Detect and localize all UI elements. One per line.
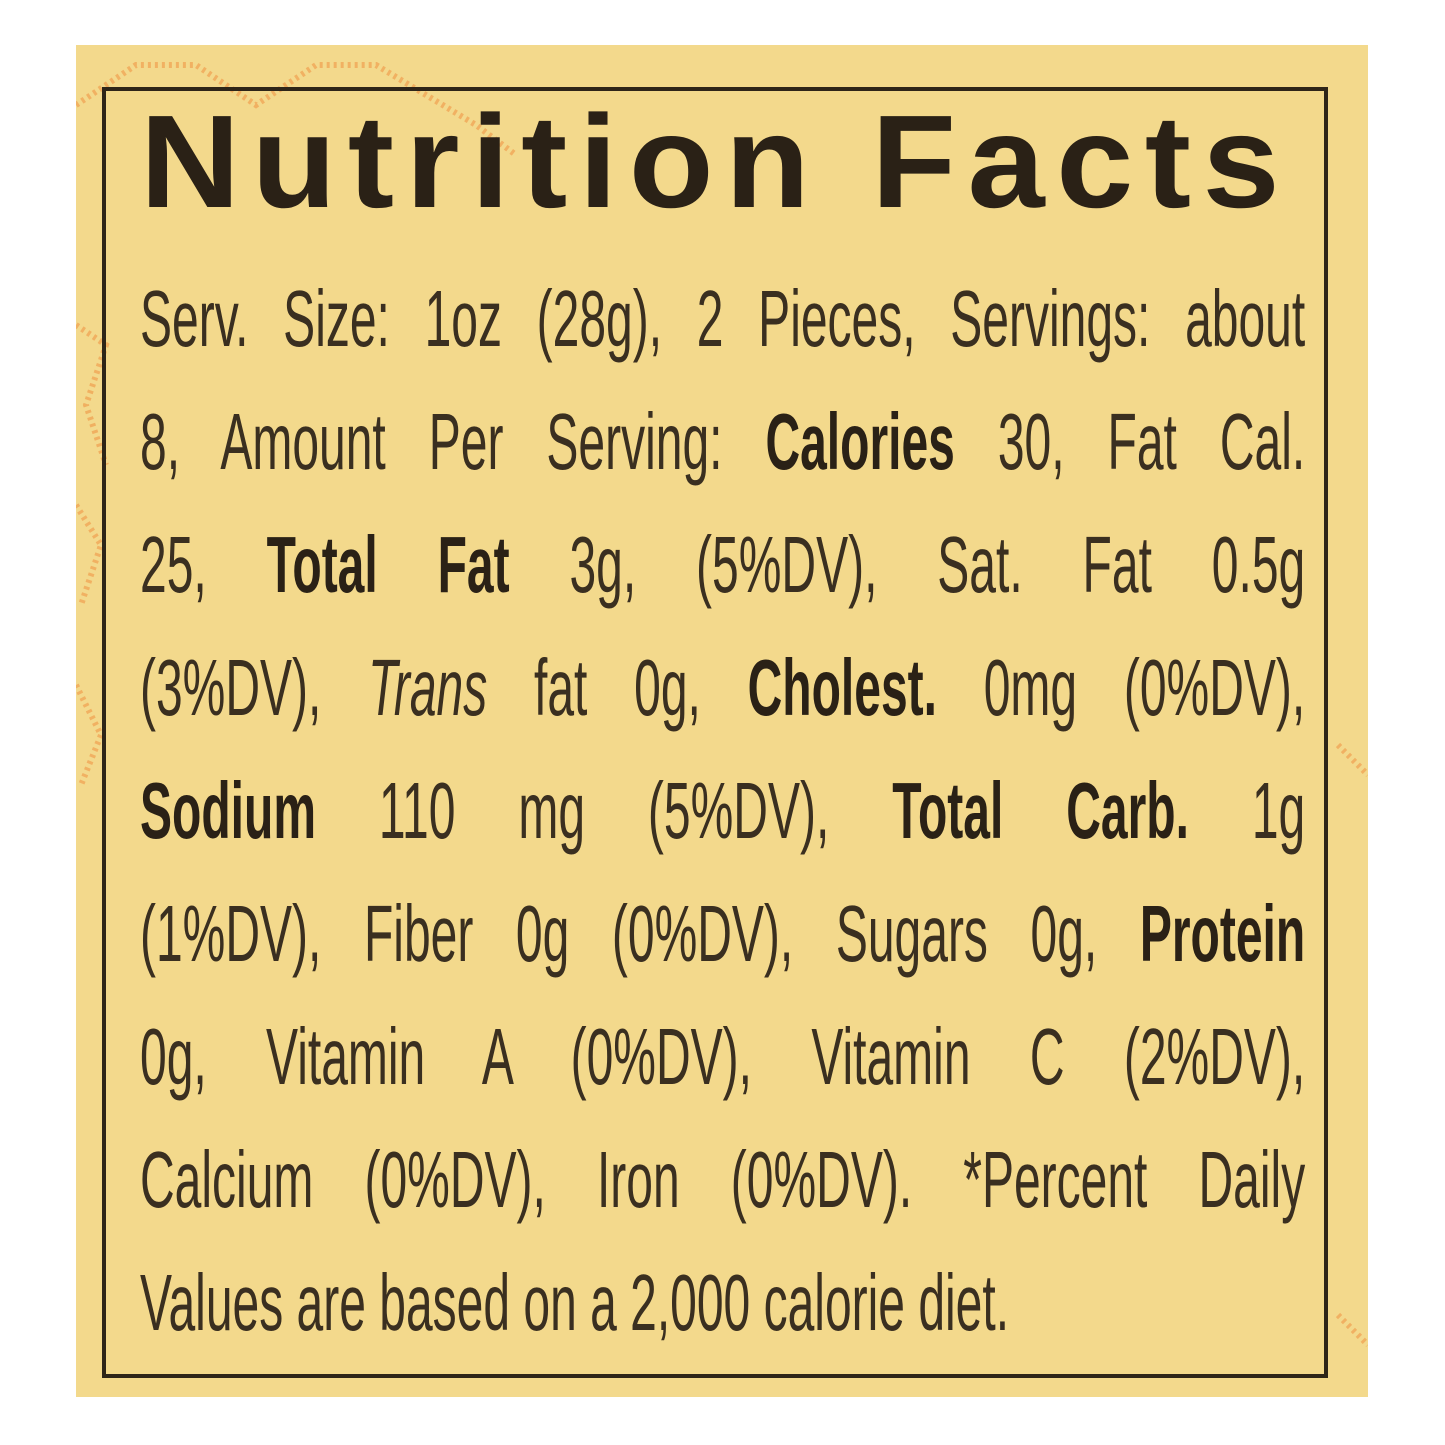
facts-text: 30, Fat Cal. (954, 397, 1306, 486)
facts-text: 110 mg (5%DV), (315, 766, 893, 855)
facts-border-box (102, 87, 1328, 1378)
facts-text: (1%DV), Fiber 0g (0%DV), Sugars 0g, (140, 889, 1140, 978)
nutrition-facts-title: Nutrition Facts (140, 88, 1292, 235)
facts-text: Calcium (0%DV), Iron (0%DV). *Percent Da… (140, 1135, 1306, 1224)
facts-text: 25, (140, 520, 267, 609)
facts-line: 25, Total Fat 3g, (5%DV), Sat. Fat 0.5g (140, 503, 1305, 626)
nutrient-name: Sodium (140, 766, 316, 855)
facts-text: fat 0g, (487, 643, 748, 732)
nutrient-name: Protein (1139, 889, 1306, 978)
nutrient-name: Cholest. (747, 643, 937, 732)
facts-text: 8, Amount Per Serving: (140, 397, 766, 486)
facts-text: Values are based on a 2,000 calorie diet… (140, 1258, 1010, 1347)
facts-line: Sodium 110 mg (5%DV), Total Carb. 1g (140, 749, 1305, 872)
facts-text: Trans (368, 643, 488, 732)
facts-text: 0g, Vitamin A (0%DV), Vitamin C (2%DV), (140, 1012, 1306, 1101)
facts-line: (3%DV), Trans fat 0g, Cholest. 0mg (0%DV… (140, 626, 1305, 749)
facts-line: 0g, Vitamin A (0%DV), Vitamin C (2%DV), (140, 995, 1305, 1118)
decorative-pattern (76, 62, 1368, 1348)
nutrition-label-panel (76, 45, 1368, 1397)
facts-text: Serv. Size: 1oz (28g), 2 Pieces, Serving… (140, 274, 1306, 363)
facts-text: 3g, (5%DV), Sat. Fat 0.5g (509, 520, 1306, 609)
facts-line: (1%DV), Fiber 0g (0%DV), Sugars 0g, Prot… (140, 872, 1305, 995)
facts-line: Serv. Size: 1oz (28g), 2 Pieces, Serving… (140, 257, 1305, 380)
facts-line: Values are based on a 2,000 calorie diet… (140, 1241, 1305, 1364)
facts-line: 8, Amount Per Serving: Calories 30, Fat … (140, 380, 1305, 503)
facts-text: 1g (1188, 766, 1306, 855)
nutrient-name: Total Fat (266, 520, 510, 609)
nutrition-facts-text: Serv. Size: 1oz (28g), 2 Pieces, Serving… (140, 257, 1305, 1364)
facts-text: 0mg (0%DV), (936, 643, 1306, 732)
facts-text: (3%DV), (140, 643, 369, 732)
facts-line: Calcium (0%DV), Iron (0%DV). *Percent Da… (140, 1118, 1305, 1241)
nutrient-name: Calories (765, 397, 955, 486)
nutrient-name: Total Carb. (892, 766, 1189, 855)
